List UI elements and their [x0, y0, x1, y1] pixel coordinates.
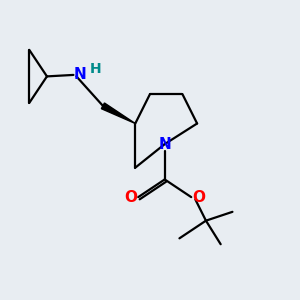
Text: H: H [90, 62, 101, 76]
Text: N: N [158, 136, 171, 152]
Polygon shape [101, 103, 135, 124]
Text: N: N [74, 68, 86, 82]
Text: O: O [193, 190, 206, 205]
Text: O: O [124, 190, 137, 205]
